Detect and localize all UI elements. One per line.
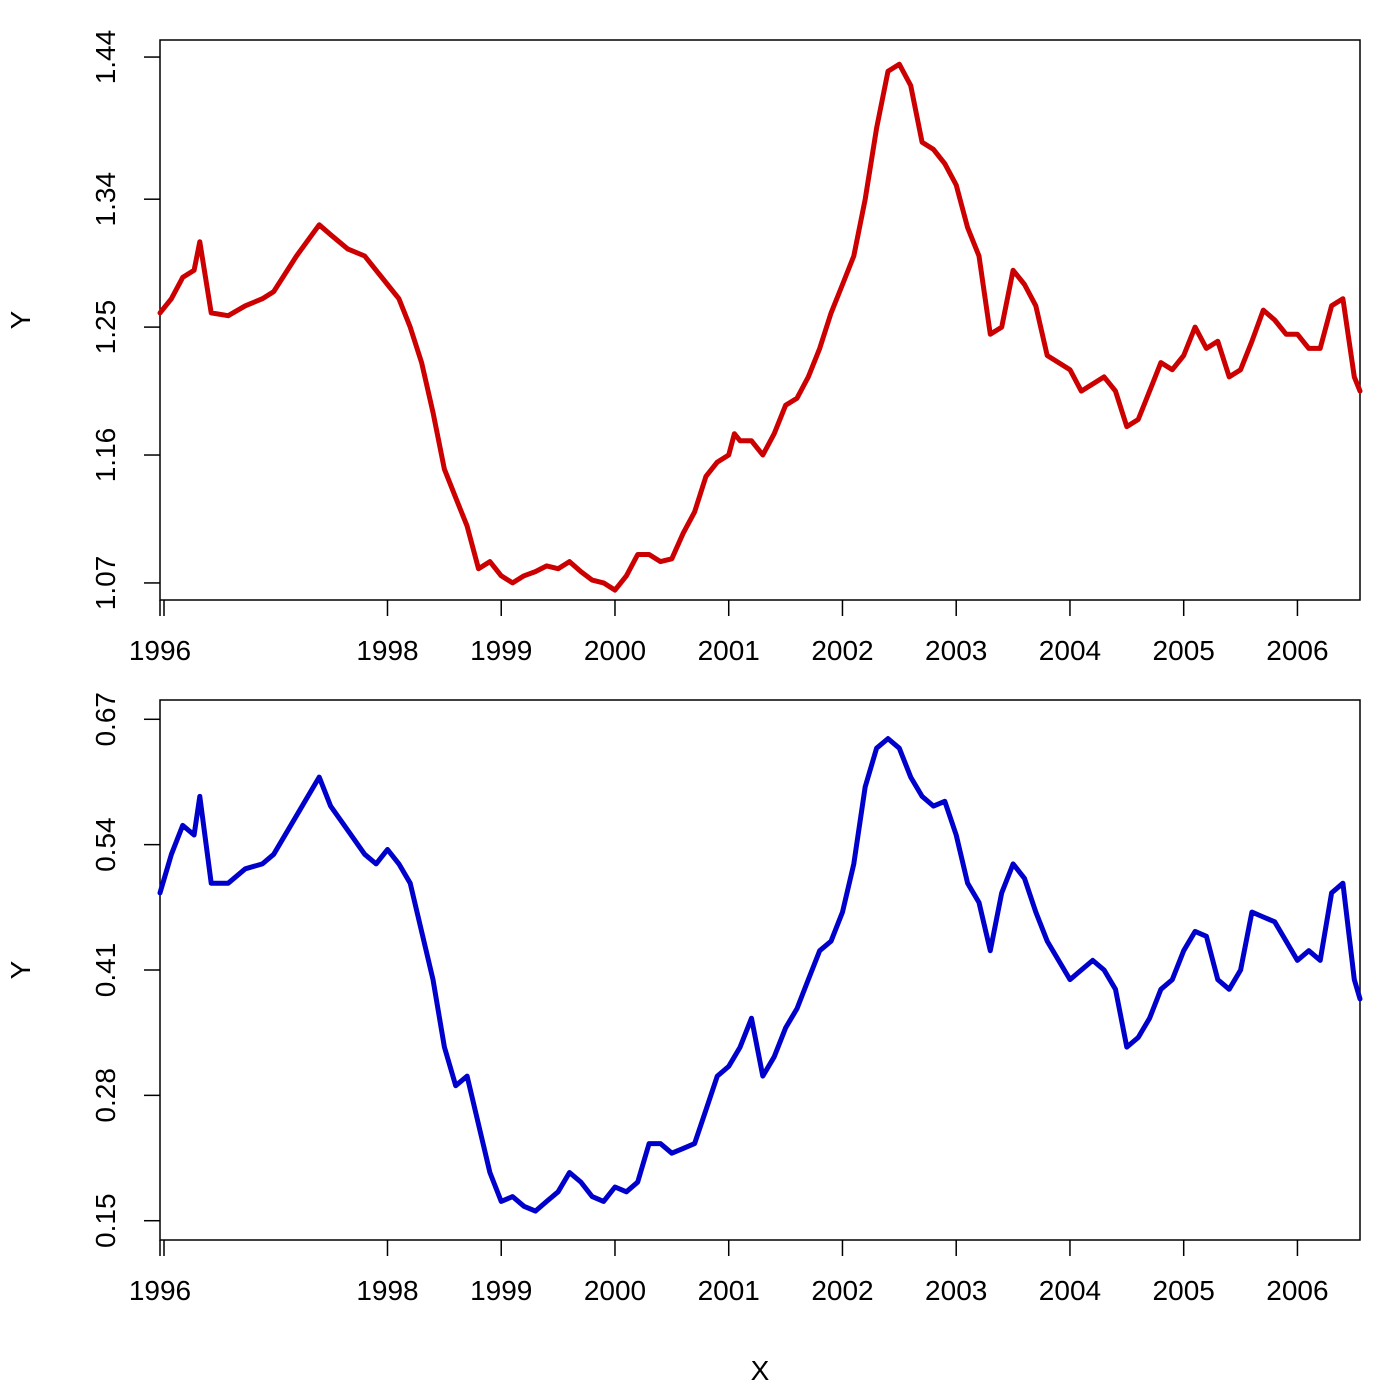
x-tick-label: 2006 [1266, 1275, 1328, 1306]
x-tick-label: 1998 [356, 1275, 418, 1306]
top-line-chart: 1996 1998 1999 2000 2001 2002 2003 2004 2005 2006… [5, 30, 1363, 666]
x-axis-title: X [751, 1355, 770, 1386]
y-tick-label: 0.67 [90, 692, 121, 747]
x-tick-label: 1998 [356, 635, 418, 666]
x-tick-label: 1996 [129, 635, 191, 666]
y-axis-title: Y [5, 960, 36, 979]
y-tick-label: 0.54 [90, 817, 121, 872]
bottom-line-chart: 1996 1998 1999 2000 2001 2002 2003 2004 2005 2006… [5, 692, 1363, 1386]
x-tick-label: 2003 [925, 635, 987, 666]
series-line [157, 61, 1363, 593]
y-tick-label: 0.28 [90, 1068, 121, 1123]
y-tick-label: 0.41 [90, 943, 121, 998]
x-tick-label: 2004 [1039, 635, 1101, 666]
x-tick-label: 2002 [811, 635, 873, 666]
x-tick-label: 2002 [811, 1275, 873, 1306]
y-tick-label: 1.25 [90, 300, 121, 355]
x-tick-label: 2004 [1039, 1275, 1101, 1306]
x-tick-label: 2001 [698, 635, 760, 666]
series-line [157, 736, 1363, 1214]
x-tick-label: 2005 [1153, 635, 1215, 666]
x-tick-label: 1999 [470, 635, 532, 666]
x-tick-label: 2000 [584, 1275, 646, 1306]
y-tick-label: 1.34 [90, 172, 121, 227]
y-tick-label: 1.44 [90, 30, 121, 84]
y-tick-label: 1.16 [90, 428, 121, 483]
x-tick-label: 2003 [925, 1275, 987, 1306]
x-tick-label: 1999 [470, 1275, 532, 1306]
x-tick-label: 2005 [1153, 1275, 1215, 1306]
x-tick-label: 2001 [698, 1275, 760, 1306]
x-tick-label: 2000 [584, 635, 646, 666]
plot-frame [159, 39, 1361, 601]
y-tick-label: 0.15 [90, 1193, 121, 1248]
plot-frame [159, 699, 1361, 1241]
x-tick-label: 1996 [129, 1275, 191, 1306]
x-tick-label: 2006 [1266, 635, 1328, 666]
y-tick-label: 1.07 [90, 556, 121, 611]
y-axis-title: Y [5, 310, 36, 329]
